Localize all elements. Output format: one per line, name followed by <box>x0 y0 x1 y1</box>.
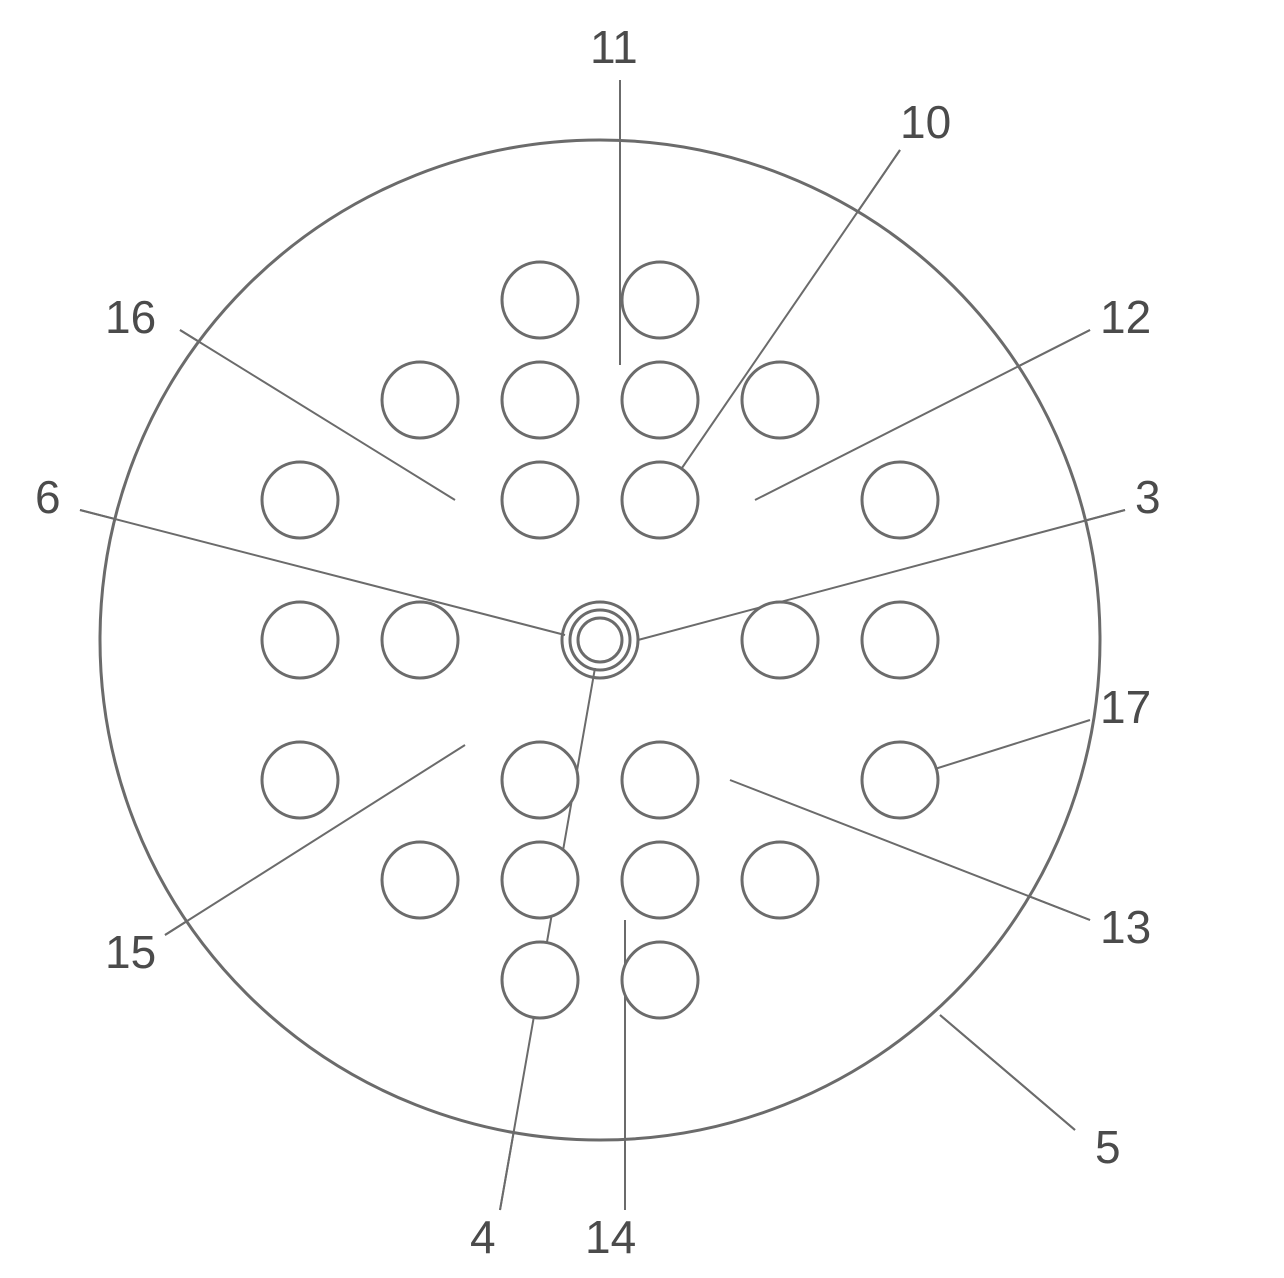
hole-5 <box>742 362 818 438</box>
callout-label-12: 12 <box>1100 290 1151 344</box>
hole-14 <box>262 742 338 818</box>
callout-label-4: 4 <box>470 1210 496 1264</box>
center-ring-2 <box>578 618 622 662</box>
hole-10 <box>262 602 338 678</box>
callout-label-5: 5 <box>1095 1120 1121 1174</box>
callout-label-6: 6 <box>35 470 61 524</box>
hole-15 <box>502 742 578 818</box>
callout-label-14: 14 <box>585 1210 636 1264</box>
hole-20 <box>622 842 698 918</box>
hole-13 <box>862 602 938 678</box>
callout-line-inner-5 <box>940 1015 1075 1130</box>
hole-11 <box>382 602 458 678</box>
hole-22 <box>502 942 578 1018</box>
callout-label-13: 13 <box>1100 900 1151 954</box>
hole-18 <box>382 842 458 918</box>
hole-8 <box>622 462 698 538</box>
callout-label-15: 15 <box>105 925 156 979</box>
diagram-container: 11 10 16 12 6 3 17 15 13 5 4 14 <box>0 0 1284 1278</box>
callout-label-3: 3 <box>1135 470 1161 524</box>
hole-3 <box>502 362 578 438</box>
callout-label-10: 10 <box>900 95 951 149</box>
hole-7 <box>502 462 578 538</box>
hole-1 <box>622 262 698 338</box>
diagram-svg <box>0 0 1284 1278</box>
hole-16 <box>622 742 698 818</box>
hole-6 <box>262 462 338 538</box>
hole-23 <box>622 942 698 1018</box>
hole-12 <box>742 602 818 678</box>
hole-9 <box>862 462 938 538</box>
callout-label-11: 11 <box>590 20 638 74</box>
hole-21 <box>742 842 818 918</box>
hole-19 <box>502 842 578 918</box>
hole-2 <box>382 362 458 438</box>
callout-label-16: 16 <box>105 290 156 344</box>
hole-17 <box>862 742 938 818</box>
callout-label-17: 17 <box>1100 680 1151 734</box>
hole-0 <box>502 262 578 338</box>
hole-4 <box>622 362 698 438</box>
